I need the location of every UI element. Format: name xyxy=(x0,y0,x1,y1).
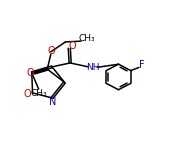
Text: O: O xyxy=(24,89,31,99)
Text: NH: NH xyxy=(86,63,100,72)
Text: CH₃: CH₃ xyxy=(31,89,48,98)
Text: O: O xyxy=(69,41,76,51)
Text: O: O xyxy=(27,68,34,78)
Text: F: F xyxy=(139,60,145,70)
Text: N: N xyxy=(49,97,57,107)
Text: O: O xyxy=(48,46,56,56)
Text: CH₃: CH₃ xyxy=(78,34,95,43)
